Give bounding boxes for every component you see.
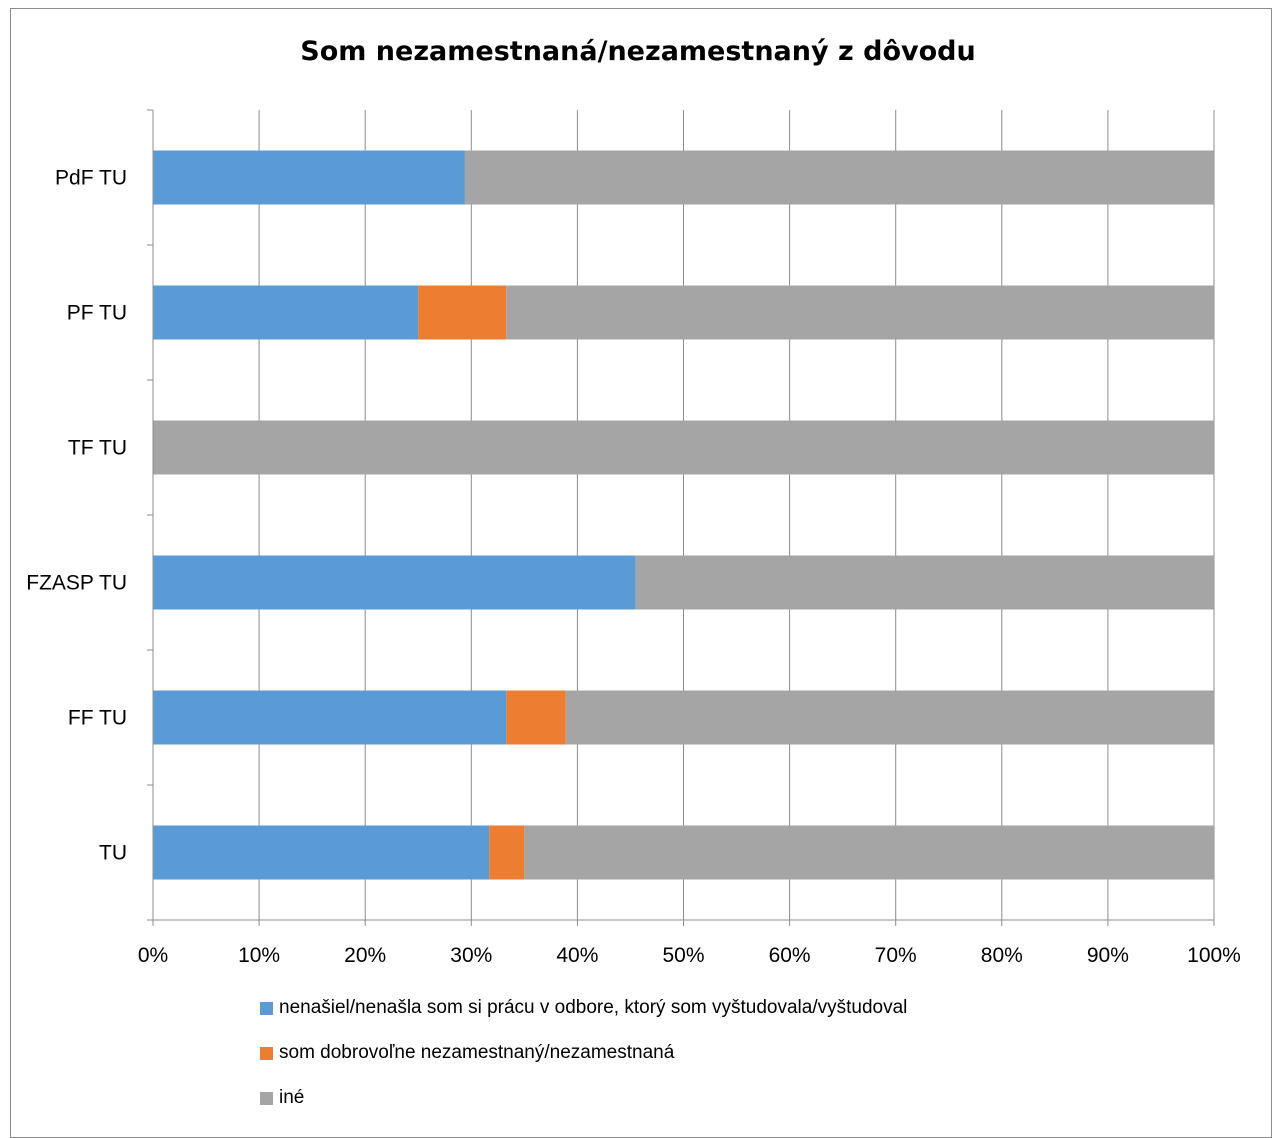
bar-segment-0 xyxy=(153,555,636,610)
x-tick-label: 10% xyxy=(238,944,280,967)
y-category-label: FF TU xyxy=(68,707,127,730)
x-tick-label: 50% xyxy=(662,944,704,967)
bar-segment-0 xyxy=(153,285,419,340)
x-tick-label: 20% xyxy=(344,944,386,967)
y-category-label: TU xyxy=(99,842,127,865)
bar-segment-2 xyxy=(635,555,1214,610)
bar-segment-2 xyxy=(506,285,1214,340)
legend-swatch-1 xyxy=(260,1046,273,1060)
bar-segment-0 xyxy=(153,825,490,880)
legend-swatch-2 xyxy=(260,1091,273,1105)
bar-segment-1 xyxy=(489,825,525,880)
bar-segment-0 xyxy=(153,690,507,745)
x-tick-label: 40% xyxy=(556,944,598,967)
bar-segment-2 xyxy=(524,825,1214,880)
y-category-label: TF TU xyxy=(68,437,127,460)
bar-segment-0 xyxy=(153,150,465,205)
chart-title: Som nezamestnaná/nezamestnaný z dôvodu xyxy=(300,36,976,67)
chart-legend: nenašiel/nenašla som si prácu v odbore, … xyxy=(260,992,907,1127)
y-category-label: PF TU xyxy=(67,302,127,325)
bar-segment-2 xyxy=(464,150,1215,205)
legend-item: som dobrovoľne nezamestnaný/nezamestnaná xyxy=(260,1037,907,1069)
legend-item: iné xyxy=(260,1082,907,1114)
x-tick-label: 60% xyxy=(769,944,811,967)
bar-segment-1 xyxy=(506,690,566,745)
legend-label-1: som dobrovoľne nezamestnaný/nezamestnaná xyxy=(279,1042,675,1063)
x-tick-label: 100% xyxy=(1187,944,1241,967)
x-tick-label: 0% xyxy=(138,944,168,967)
y-category-label: FZASP TU xyxy=(26,572,127,595)
x-tick-label: 70% xyxy=(875,944,917,967)
bar-segment-1 xyxy=(418,285,507,340)
legend-item: nenašiel/nenašla som si prácu v odbore, … xyxy=(260,992,907,1024)
bar-segment-2 xyxy=(565,690,1214,745)
legend-label-2: iné xyxy=(279,1087,305,1108)
bar-segment-2 xyxy=(153,420,1214,475)
x-tick-label: 30% xyxy=(450,944,492,967)
legend-swatch-0 xyxy=(260,1001,273,1015)
y-category-label: PdF TU xyxy=(55,167,127,190)
x-tick-label: 80% xyxy=(981,944,1023,967)
legend-label-0: nenašiel/nenašla som si prácu v odbore, … xyxy=(279,997,908,1018)
x-tick-label: 90% xyxy=(1087,944,1129,967)
